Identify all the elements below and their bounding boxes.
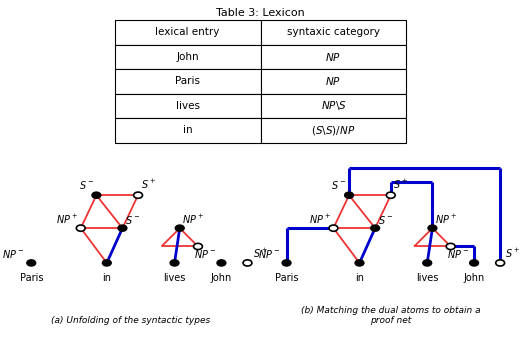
Circle shape (495, 260, 504, 266)
Circle shape (133, 192, 143, 198)
Circle shape (387, 192, 395, 198)
Text: Table 3: Lexicon: Table 3: Lexicon (216, 8, 305, 18)
Text: in: in (355, 273, 364, 283)
Text: lives: lives (416, 273, 438, 283)
Text: $S^-$: $S^-$ (125, 214, 140, 226)
Circle shape (175, 225, 184, 231)
Text: Paris: Paris (19, 273, 43, 283)
Text: $S^+$: $S^+$ (141, 178, 156, 191)
Text: (b) Matching the dual atoms to obtain a
proof net: (b) Matching the dual atoms to obtain a … (301, 306, 480, 325)
Circle shape (27, 260, 35, 266)
Text: John: John (211, 273, 232, 283)
Text: $S^+$: $S^+$ (505, 247, 520, 260)
Circle shape (102, 260, 111, 266)
Text: $S^+$: $S^+$ (393, 178, 408, 191)
Text: $S^-$: $S^-$ (79, 179, 94, 191)
Text: John: John (464, 273, 485, 283)
Circle shape (77, 225, 85, 231)
Circle shape (193, 243, 202, 250)
Circle shape (344, 192, 353, 198)
Text: $S^-$: $S^-$ (378, 214, 393, 226)
Circle shape (329, 225, 338, 231)
Text: in: in (102, 273, 111, 283)
Text: $S^+$: $S^+$ (253, 247, 268, 260)
Text: $NP^-$: $NP^-$ (3, 248, 24, 260)
Circle shape (470, 260, 478, 266)
Text: $NP^-$: $NP^-$ (258, 248, 280, 260)
Text: $NP^-$: $NP^-$ (194, 248, 216, 260)
Text: $S^-$: $S^-$ (331, 179, 346, 191)
Text: Paris: Paris (275, 273, 299, 283)
Circle shape (170, 260, 179, 266)
Text: $NP^+$: $NP^+$ (309, 213, 331, 226)
Circle shape (370, 225, 379, 231)
Circle shape (355, 260, 364, 266)
Circle shape (92, 192, 101, 198)
Circle shape (118, 225, 127, 231)
Circle shape (282, 260, 291, 266)
Text: lives: lives (164, 273, 185, 283)
Text: $NP^+$: $NP^+$ (182, 213, 204, 226)
Circle shape (423, 260, 431, 266)
Text: $NP^-$: $NP^-$ (446, 248, 469, 260)
Circle shape (243, 260, 252, 266)
Text: (a) Unfolding of the syntactic types: (a) Unfolding of the syntactic types (51, 316, 210, 325)
Circle shape (217, 260, 226, 266)
Circle shape (428, 225, 437, 231)
Text: $NP^+$: $NP^+$ (435, 213, 457, 226)
Circle shape (446, 243, 455, 250)
Text: $NP^+$: $NP^+$ (56, 213, 78, 226)
